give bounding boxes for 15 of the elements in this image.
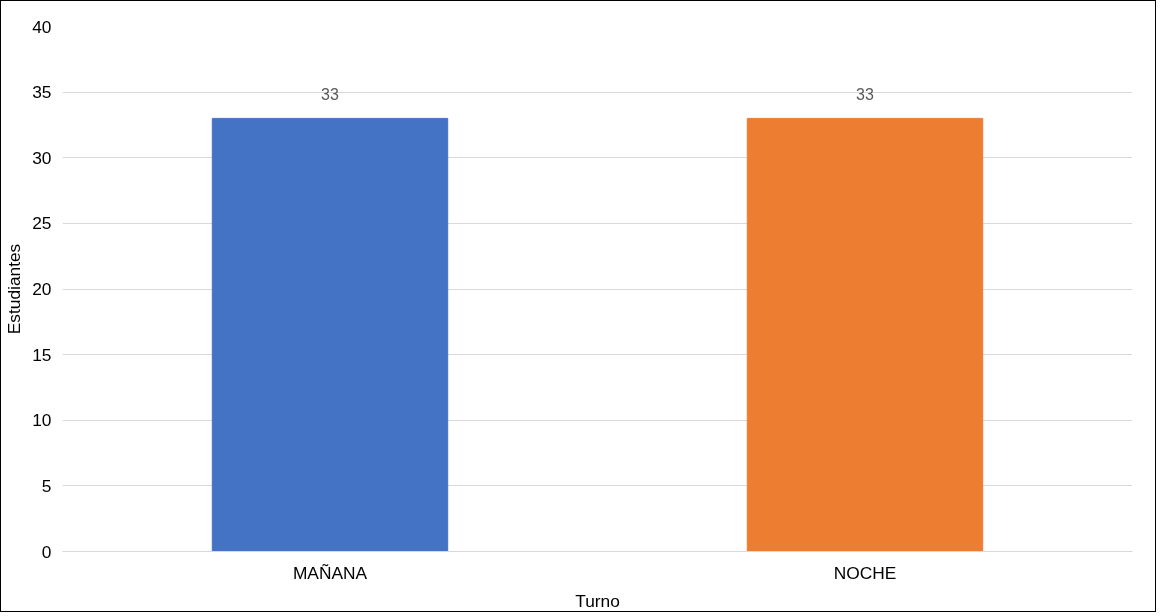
data-label: 33	[856, 86, 874, 104]
x-tick-label: MAÑANA	[292, 562, 368, 583]
y-tick-label: 30	[32, 147, 52, 168]
y-axis-title: Estudiantes	[4, 243, 25, 335]
y-tick-label: 10	[32, 410, 52, 431]
x-tick-label: NOCHE	[833, 562, 897, 583]
y-tick-label: 0	[41, 541, 52, 562]
x-axis-title: Turno	[575, 590, 620, 611]
y-tick-label: 20	[32, 279, 52, 299]
y-tick-label: 40	[32, 16, 52, 37]
data-label: 33	[321, 86, 339, 104]
y-tick-label: 35	[32, 82, 52, 103]
y-tick-label: 25	[32, 213, 52, 234]
y-tick-label: 5	[41, 475, 52, 496]
y-tick-label: 15	[32, 344, 52, 365]
